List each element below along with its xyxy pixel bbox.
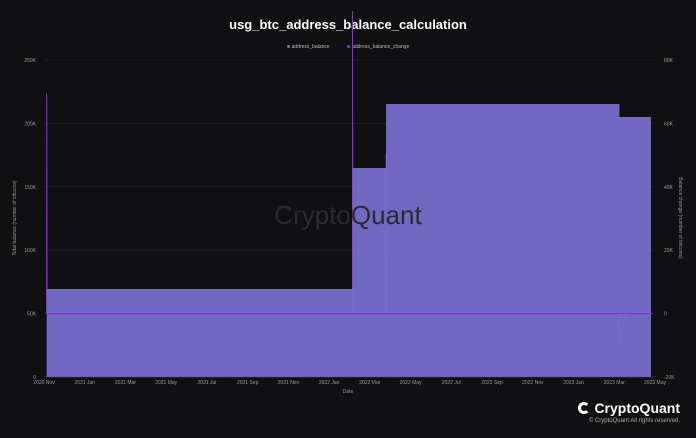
x-tick-label: 2022 Nov bbox=[522, 380, 544, 386]
x-tick-label: 2021 Sep bbox=[237, 380, 259, 386]
balance-area bbox=[46, 103, 651, 377]
logo-icon bbox=[578, 402, 591, 414]
y-left-tick-label: 150K bbox=[24, 185, 36, 191]
y-left-tick-label: 250K bbox=[24, 58, 36, 64]
x-tick-label: 2021 Jan bbox=[74, 380, 95, 386]
copyright: © CryptoQuant All rights reserved. bbox=[588, 418, 680, 424]
y-left-tick-label: 0 bbox=[33, 375, 36, 381]
y-left-axis-label: Total balance (number of bitcoins) bbox=[12, 180, 18, 255]
legend-marker-icon bbox=[347, 45, 351, 49]
x-axis-label: Date bbox=[343, 389, 354, 395]
chart-title: usg_btc_address_balance_calculation bbox=[229, 17, 467, 32]
x-tick-label: 2023 May bbox=[644, 380, 666, 386]
x-tick-label: 2023 Jan bbox=[563, 380, 584, 386]
watermark: CryptoQuant bbox=[274, 200, 422, 230]
legend-label: address_balance bbox=[291, 44, 330, 50]
legend-item-change[interactable]: address_balance_change bbox=[347, 44, 409, 50]
brand-name: CryptoQuant bbox=[594, 400, 680, 416]
x-tick-label: 2021 Jul bbox=[197, 380, 216, 386]
x-tick-label: 2020 Nov bbox=[33, 380, 55, 386]
y-right-tick-label: 40K bbox=[664, 185, 674, 191]
x-tick-label: 2022 Sep bbox=[481, 380, 503, 386]
x-tick-label: 2022 Mar bbox=[359, 380, 380, 386]
y-left-tick-label: 50K bbox=[27, 312, 37, 318]
y-left-tick-label: 100K bbox=[24, 248, 36, 254]
x-tick-label: 2021 Nov bbox=[278, 380, 300, 386]
x-tick-label: 2022 Jul bbox=[442, 380, 461, 386]
legend-marker-icon bbox=[286, 45, 290, 49]
y-right-tick-label: 20K bbox=[664, 248, 674, 254]
x-tick-label: 2022 May bbox=[400, 380, 422, 386]
y-left-tick-label: 200K bbox=[24, 121, 36, 127]
legend-label: address_balance_change bbox=[352, 44, 410, 50]
brand: CryptoQuant © CryptoQuant All rights res… bbox=[578, 400, 680, 424]
x-tick-label: 2022 Jan bbox=[319, 380, 340, 386]
y-right-tick-label: 0 bbox=[664, 312, 667, 318]
y-right-tick-label: 60K bbox=[664, 121, 674, 127]
x-tick-label: 2021 Mar bbox=[115, 380, 136, 386]
y-right-axis-label: Balance change (number of bitcoins) bbox=[677, 177, 683, 259]
y-right-tick-label: 80K bbox=[664, 58, 674, 64]
x-tick-label: 2023 Mar bbox=[604, 380, 625, 386]
x-tick-label: 2021 May bbox=[155, 380, 177, 386]
y-right-tick-label: -20K bbox=[664, 375, 675, 381]
legend: address_balance address_balance_change bbox=[0, 44, 696, 50]
legend-item-balance[interactable]: address_balance bbox=[286, 44, 330, 50]
